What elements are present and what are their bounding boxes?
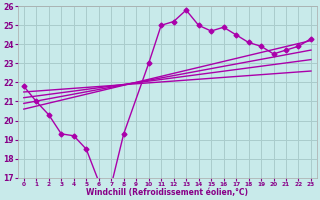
X-axis label: Windchill (Refroidissement éolien,°C): Windchill (Refroidissement éolien,°C) [86,188,248,197]
